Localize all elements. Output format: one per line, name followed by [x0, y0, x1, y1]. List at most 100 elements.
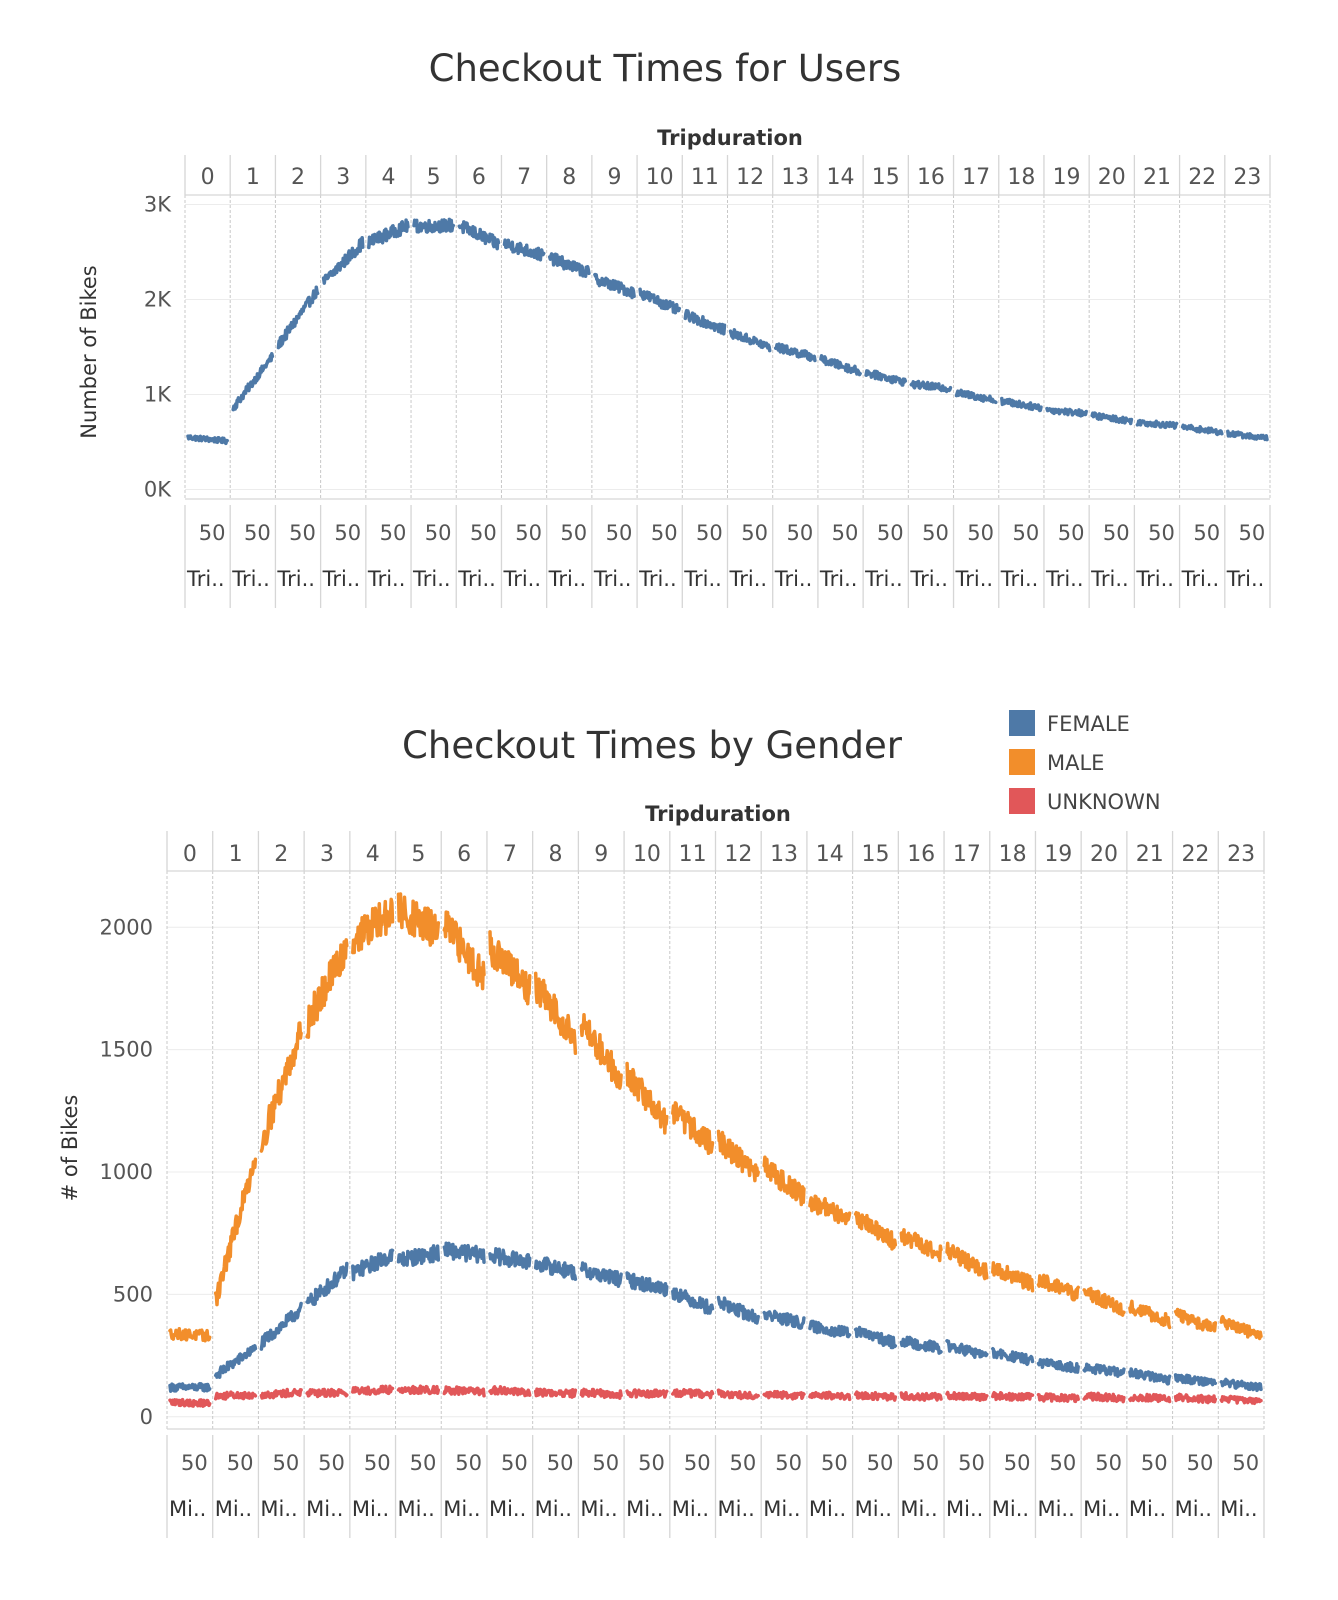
- panel-axis-tick: 50: [775, 1451, 802, 1475]
- series-female-panel-0: [168, 1381, 212, 1393]
- series-male-panel-21: [1128, 1299, 1172, 1330]
- panel-axis-label: Tri..: [457, 567, 496, 591]
- series-male-panel-17: [945, 1241, 989, 1281]
- panel-axis-tick: 50: [786, 521, 813, 545]
- series-line-panel-5: [412, 217, 456, 234]
- panel-label-3: 3: [320, 842, 334, 867]
- series-female-panel-13: [762, 1309, 806, 1330]
- series-line-panel-8: [547, 252, 591, 278]
- y-tick-2000: 2000: [100, 915, 153, 939]
- panel-label-23: 23: [1227, 842, 1255, 867]
- series-line-panel-7: [502, 238, 546, 262]
- series-female-panel-3: [305, 1261, 349, 1307]
- panel-axis-tick: 50: [606, 521, 633, 545]
- panel-axis-label: Mi..: [1037, 1497, 1074, 1521]
- panel-label-12: 12: [724, 842, 752, 867]
- series-female-panel-5: [396, 1244, 441, 1267]
- series-unknown-panel-18: [991, 1390, 1035, 1402]
- panel-label-7: 7: [517, 165, 531, 190]
- panel-label-15: 15: [872, 165, 900, 190]
- panel-axis-label: Tri..: [412, 567, 451, 591]
- panel-axis-tick: 50: [912, 1451, 939, 1475]
- y-tick-2K: 2K: [144, 288, 172, 312]
- panel-axis-tick: 50: [696, 521, 723, 545]
- panel-label-3: 3: [336, 165, 350, 190]
- panel-axis-label: Mi..: [215, 1497, 252, 1521]
- series-female-panel-17: [945, 1339, 989, 1359]
- panel-label-18: 18: [1007, 165, 1035, 190]
- panel-axis-label: Mi..: [580, 1497, 617, 1521]
- panel-label-15: 15: [861, 842, 889, 867]
- panel-label-9: 9: [594, 842, 608, 867]
- panel-label-14: 14: [827, 165, 855, 190]
- panel-axis-label: Mi..: [626, 1497, 663, 1521]
- series-female-panel-15: [853, 1325, 898, 1350]
- panel-axis-tick: 50: [651, 521, 678, 545]
- series-male-panel-2: [259, 1021, 303, 1153]
- series-male-panel-23: [1219, 1314, 1263, 1341]
- panel-axis-label: Mi..: [1129, 1497, 1166, 1521]
- y-tick-0K: 0K: [144, 478, 172, 502]
- series-line-panel-14: [819, 354, 862, 377]
- panel-label-2: 2: [291, 165, 305, 190]
- panel-label-21: 21: [1143, 165, 1171, 190]
- series-unknown-panel-2: [259, 1387, 303, 1400]
- panel-axis-tick: 50: [1148, 521, 1175, 545]
- panel-label-4: 4: [381, 165, 395, 190]
- panel-axis-label: Tri..: [1045, 567, 1084, 591]
- panel-label-20: 20: [1098, 165, 1126, 190]
- panel-axis-tick: 50: [877, 521, 904, 545]
- chart1-plot: 050Tri..150Tri..250Tri..350Tri..450Tri..…: [144, 155, 1271, 608]
- series-male-panel-4: [351, 897, 395, 955]
- panel-axis-label: Mi..: [306, 1497, 343, 1521]
- series-unknown-panel-4: [351, 1384, 395, 1396]
- panel-label-8: 8: [562, 165, 576, 190]
- series-male-panel-12: [716, 1129, 760, 1183]
- y-tick-1K: 1K: [144, 383, 172, 407]
- panel-label-23: 23: [1233, 165, 1261, 190]
- panel-axis-tick: 50: [560, 521, 587, 545]
- series-male-panel-14: [808, 1194, 852, 1226]
- panel-label-19: 19: [1044, 842, 1072, 867]
- series-unknown-panel-8: [533, 1387, 578, 1399]
- panel-label-5: 5: [411, 842, 425, 867]
- series-unknown-panel-19: [1036, 1392, 1080, 1404]
- series-female-panel-23: [1219, 1377, 1263, 1393]
- panel-axis-tick: 50: [1193, 521, 1220, 545]
- series-unknown-panel-6: [442, 1385, 486, 1398]
- panel-axis-label: Tri..: [1181, 567, 1220, 591]
- series-line-panel-19: [1045, 406, 1088, 418]
- series-female-panel-20: [1082, 1362, 1126, 1378]
- panel-axis-label: Tri..: [864, 567, 903, 591]
- panel-axis-tick: 50: [1141, 1451, 1168, 1475]
- panel-axis-tick: 50: [410, 1451, 437, 1475]
- panel-axis-label: Mi..: [1175, 1497, 1212, 1521]
- panel-axis-label: Tri..: [1090, 567, 1129, 591]
- panel-label-1: 1: [246, 165, 260, 190]
- panel-axis-label: Mi..: [535, 1497, 572, 1521]
- panel-axis-tick: 50: [684, 1451, 711, 1475]
- series-male-panel-1: [213, 1157, 258, 1307]
- panel-axis-tick: 50: [501, 1451, 528, 1475]
- series-line-panel-17: [954, 388, 998, 405]
- series-unknown-panel-21: [1128, 1392, 1172, 1404]
- panel-axis-tick: 50: [364, 1451, 391, 1475]
- series-line-panel-16: [909, 379, 953, 394]
- panel-axis-tick: 50: [227, 1451, 254, 1475]
- panel-axis-tick: 50: [1103, 521, 1130, 545]
- panel-label-11: 11: [691, 165, 719, 190]
- panel-axis-label: Tri..: [502, 567, 541, 591]
- panel-axis-label: Tri..: [819, 567, 858, 591]
- series-female-panel-1: [213, 1344, 258, 1379]
- series-unknown-panel-14: [808, 1390, 852, 1402]
- series-line-panel-6: [457, 220, 501, 251]
- panel-axis-label: Mi..: [809, 1497, 846, 1521]
- panel-axis-label: Mi..: [1220, 1497, 1257, 1521]
- panel-axis-label: Tri..: [1226, 567, 1265, 591]
- panel-label-2: 2: [274, 842, 288, 867]
- legend-label-unknown: UNKNOWN: [1047, 790, 1161, 814]
- series-line-panel-0: [186, 434, 229, 446]
- panel-axis-tick: 50: [922, 521, 949, 545]
- panel-axis-label: Tri..: [909, 567, 948, 591]
